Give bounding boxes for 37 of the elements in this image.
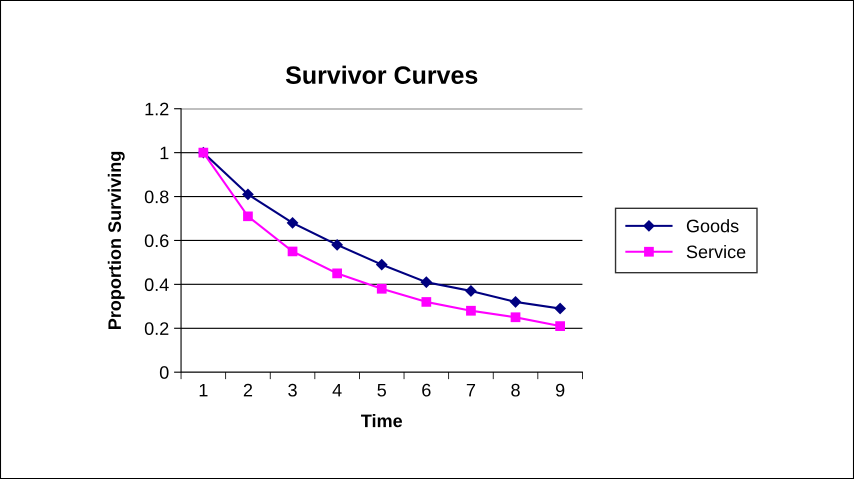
point	[332, 239, 343, 250]
x-tick-label: 7	[466, 384, 476, 396]
point	[242, 188, 254, 200]
point	[466, 306, 476, 316]
point	[421, 297, 432, 307]
point	[554, 302, 566, 314]
x-tick-label: 6	[422, 384, 431, 397]
point	[510, 312, 520, 322]
point	[288, 246, 298, 256]
x-tick-label: 8	[511, 384, 520, 397]
y-tick-label: 0	[160, 366, 169, 379]
y-tick-label: 0.8	[144, 190, 168, 204]
point	[376, 284, 387, 294]
point	[465, 285, 477, 297]
y-tick-label: 0.2	[144, 322, 168, 335]
x-tick-label: 2	[244, 384, 252, 396]
chart-title: Survivor Curves	[286, 66, 478, 84]
y-tick-label: 0.6	[144, 234, 168, 248]
x-tick-label: 5	[377, 384, 386, 397]
point	[286, 217, 298, 228]
point	[243, 211, 253, 222]
x-axis-title: Time	[361, 414, 402, 428]
x-tick-label: 3	[288, 384, 297, 397]
legend-label: Goods	[686, 219, 738, 232]
y-tick-label: 1.2	[146, 102, 168, 116]
y-tick-label: 1	[160, 146, 168, 160]
point	[555, 321, 565, 331]
point	[332, 268, 342, 278]
y-axis-title: Proportion Surviving	[108, 152, 125, 330]
legend-label: Service	[686, 244, 746, 258]
x-tick-label: 9	[556, 384, 564, 397]
point	[376, 259, 388, 270]
x-tick-label: 1	[200, 384, 208, 396]
point	[510, 296, 522, 308]
x-tick-label: 4	[332, 384, 342, 396]
point	[420, 276, 432, 288]
y-tick-label: 0.4	[144, 278, 169, 292]
